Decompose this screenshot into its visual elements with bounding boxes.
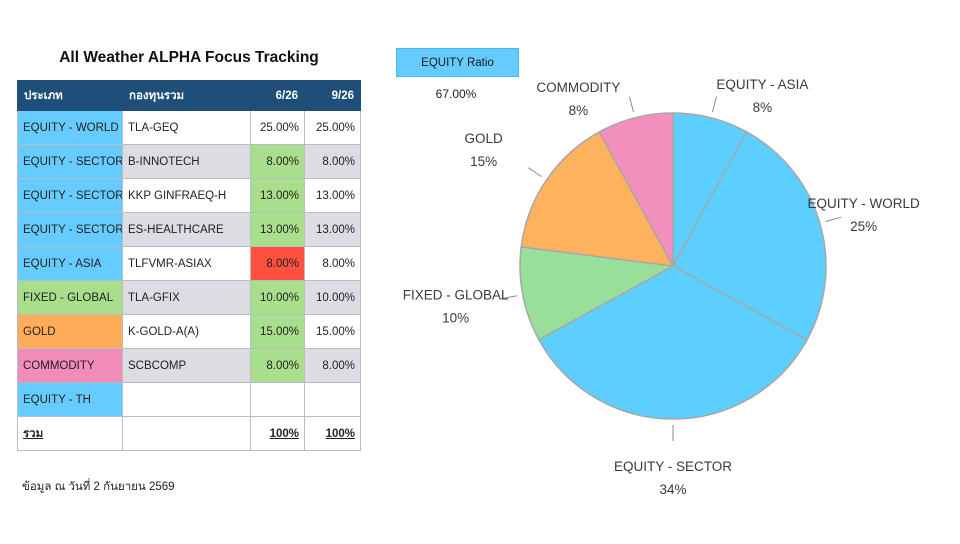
table-row: EQUITY - TH <box>17 382 361 417</box>
total-sep: 100% <box>304 416 361 451</box>
sep-weight-cell: 8.00% <box>304 246 361 281</box>
sep-weight-cell: 8.00% <box>304 348 361 383</box>
sep-weight-cell <box>304 382 361 417</box>
header-category: ประเภท <box>17 80 123 111</box>
table-row: FIXED - GLOBAL TLA-GFIX 10.00% 10.00% <box>17 280 361 315</box>
slice-name-label: EQUITY - SECTOR <box>614 459 732 474</box>
category-cell: FIXED - GLOBAL <box>17 280 123 315</box>
slice-percent-label: 8% <box>569 103 589 118</box>
category-cell: EQUITY - SECTOR <box>17 212 123 247</box>
pie-slice <box>598 112 674 267</box>
equity-ratio-value: 67.00% <box>435 87 477 101</box>
fund-cell: SCBCOMP <box>122 348 251 383</box>
table-row: GOLD K-GOLD-A(A) 15.00% 15.00% <box>17 314 361 349</box>
fund-cell: ES-HEALTHCARE <box>122 212 251 247</box>
category-cell: EQUITY - ASIA <box>17 246 123 281</box>
data-date-footnote: ข้อมูล ณ วันที่ 2 กันยายน 2569 <box>22 481 175 493</box>
fund-cell: K-GOLD-A(A) <box>122 314 251 349</box>
table-row: EQUITY - ASIA TLFVMR-ASIAX 8.00% 8.00% <box>17 246 361 281</box>
jun-weight-cell: 25.00% <box>250 110 305 145</box>
pie-slice <box>537 265 809 420</box>
leader-line <box>501 295 517 300</box>
jun-weight-cell: 13.00% <box>250 212 305 247</box>
slice-name-label: COMMODITY <box>536 80 620 95</box>
sep-weight-cell: 13.00% <box>304 178 361 213</box>
table-row: EQUITY - SECTOR KKP GINFRAEQ-H 13.00% 13.00… <box>17 178 361 213</box>
sep-weight-cell: 25.00% <box>304 110 361 145</box>
chart-table-title: All Weather ALPHA Focus Tracking <box>59 49 319 66</box>
table-row: EQUITY - SECTOR B-INNOTECH 8.00% 8.00% <box>17 144 361 179</box>
leader-line <box>712 96 718 113</box>
total-jun: 100% <box>250 416 305 451</box>
sep-weight-cell: 8.00% <box>304 144 361 179</box>
header-fund: กองทุนรวม <box>122 80 251 111</box>
leader-line <box>825 216 842 223</box>
slice-percent-label: 8% <box>753 100 773 115</box>
jun-weight-cell: 8.00% <box>250 144 305 179</box>
category-cell: EQUITY - WORLD <box>17 110 123 145</box>
fund-cell: TLA-GFIX <box>122 280 251 315</box>
table-row: EQUITY - WORLD TLA-GEQ 25.00% 25.00% <box>17 110 361 145</box>
leader-line <box>527 167 542 178</box>
total-spacer <box>122 416 251 451</box>
sep-weight-cell: 15.00% <box>304 314 361 349</box>
header-sep: 9/26 <box>304 80 361 111</box>
category-cell: COMMODITY <box>17 348 123 383</box>
pie-slice <box>671 130 827 341</box>
slice-name-label: FIXED - GLOBAL <box>403 287 509 302</box>
table-header-row: ประเภท กองทุนรวม 6/26 9/26 <box>17 80 361 111</box>
slice-name-label: GOLD <box>464 131 503 146</box>
slice-name-label: EQUITY - ASIA <box>716 77 808 92</box>
total-label: รวม <box>17 416 123 451</box>
slice-percent-label: 10% <box>442 310 469 325</box>
leader-line <box>628 96 634 113</box>
slice-percent-label: 25% <box>850 219 877 234</box>
table-row: COMMODITY SCBCOMP 8.00% 8.00% <box>17 348 361 383</box>
jun-weight-cell: 15.00% <box>250 314 305 349</box>
category-cell: EQUITY - SECTOR <box>17 178 123 213</box>
fund-cell: TLA-GEQ <box>122 110 251 145</box>
jun-weight-cell <box>250 382 305 417</box>
pie-slice <box>519 245 676 341</box>
jun-weight-cell: 8.00% <box>250 348 305 383</box>
equity-ratio-badge: EQUITY Ratio <box>396 48 519 77</box>
fund-cell: B-INNOTECH <box>122 144 251 179</box>
table-total-row: รวม 100% 100% <box>17 416 361 451</box>
slice-name-label: EQUITY - WORLD <box>807 196 920 211</box>
category-cell: EQUITY - SECTOR <box>17 144 123 179</box>
fund-cell <box>122 382 251 417</box>
slice-percent-label: 34% <box>659 482 686 497</box>
slice-percent-label: 15% <box>470 154 497 169</box>
category-cell: GOLD <box>17 314 123 349</box>
pie-slice <box>520 130 675 267</box>
allocation-table: ประเภท กองทุนรวม 6/26 9/26 EQUITY - WORL… <box>17 80 361 451</box>
